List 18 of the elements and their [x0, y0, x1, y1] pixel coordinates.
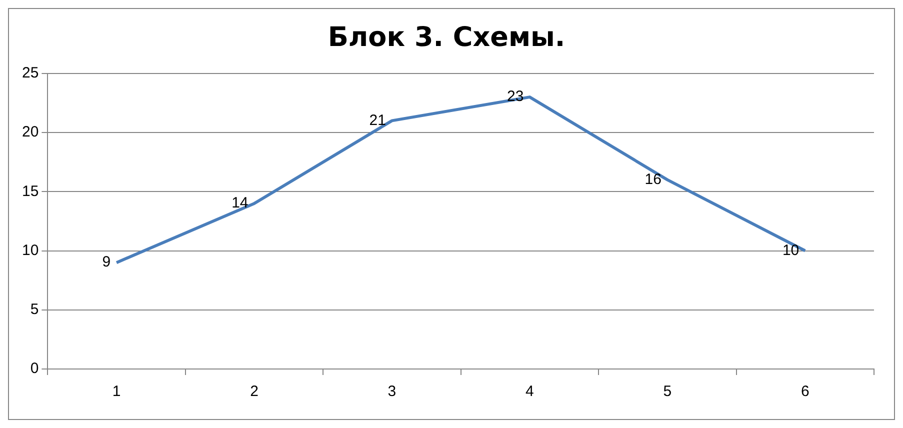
data-label: 14 [232, 194, 248, 212]
y-tick-label: 25 [22, 64, 39, 82]
y-tick-label: 10 [22, 242, 39, 259]
y-tick-label: 0 [30, 360, 39, 378]
data-label: 10 [782, 242, 800, 259]
chart-title: Блок 3. Схемы. [328, 22, 566, 54]
y-tick-label: 15 [22, 182, 39, 200]
x-tick-label: 3 [388, 383, 396, 400]
y-tick-label: 20 [22, 124, 39, 141]
data-label: 21 [369, 112, 386, 129]
x-tick-label: 6 [800, 383, 810, 400]
data-label: 9 [102, 254, 111, 271]
x-tick-label: 1 [112, 383, 121, 400]
data-label: 16 [644, 170, 662, 188]
x-tick-label: 2 [250, 383, 258, 400]
y-tick-label: 5 [30, 301, 39, 318]
x-tick-label: 4 [526, 383, 534, 400]
x-tick-label: 5 [663, 383, 672, 400]
